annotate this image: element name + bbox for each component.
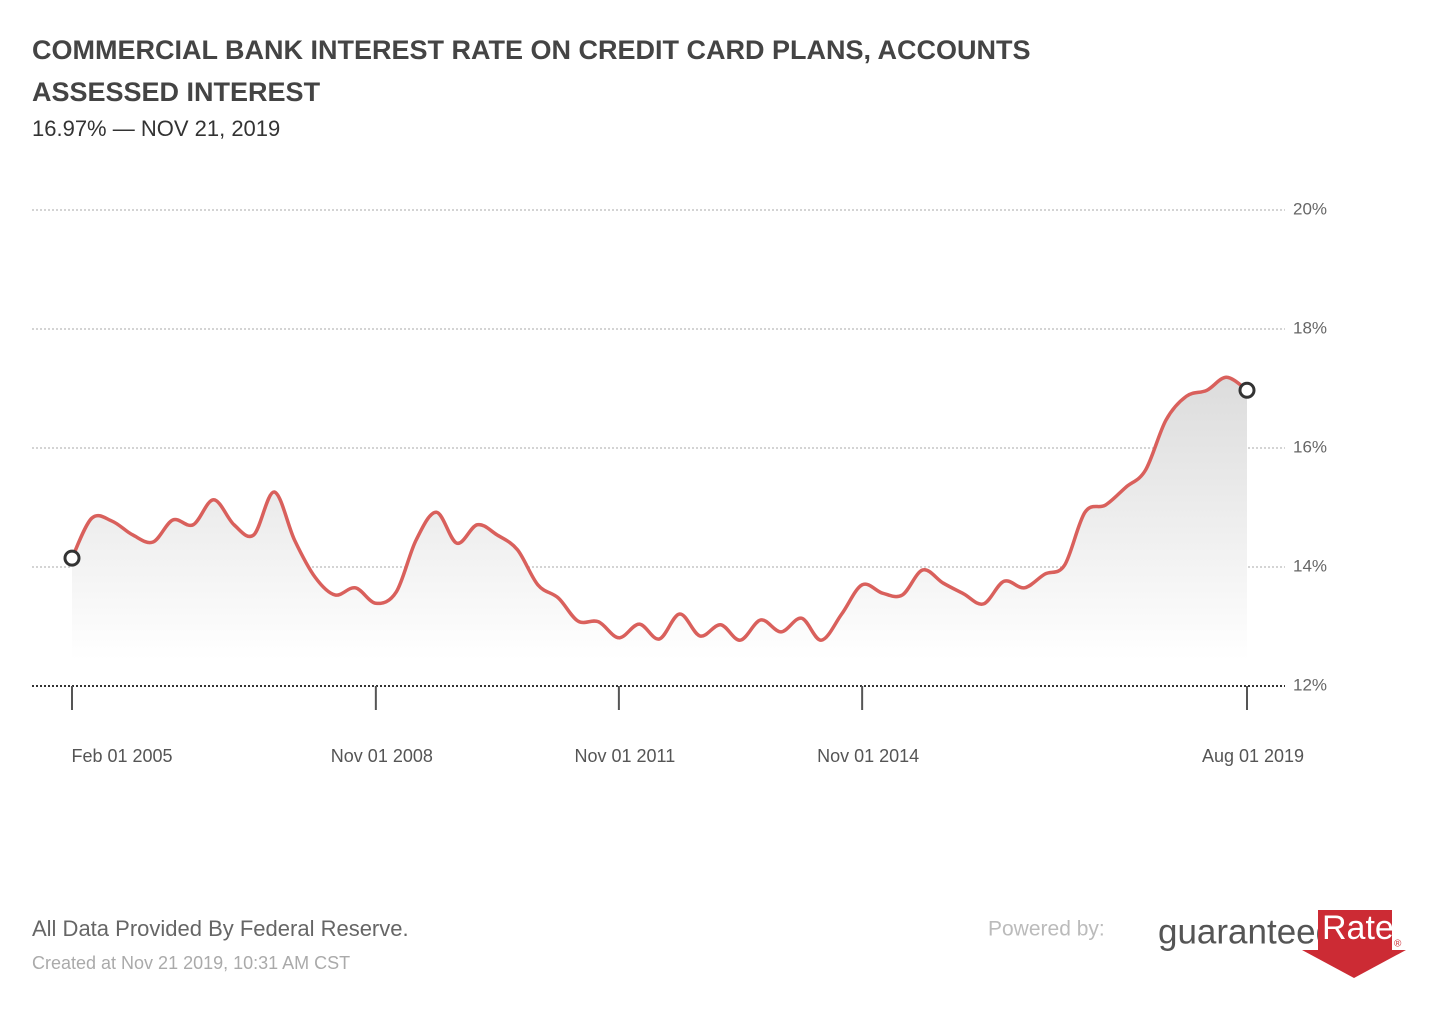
source-note: All Data Provided By Federal Reserve. bbox=[32, 916, 409, 941]
y-tick-label: 16% bbox=[1293, 437, 1327, 456]
powered-by: Powered by: bbox=[988, 918, 1105, 941]
created-note: Created at Nov 21 2019, 10:31 AM CST bbox=[32, 953, 350, 973]
logo-mark: ® bbox=[1394, 939, 1402, 950]
logo-box bbox=[1318, 910, 1392, 950]
x-tick-label: Nov 01 2014 bbox=[817, 746, 919, 766]
end-point bbox=[63, 549, 81, 567]
logo-arrow bbox=[1302, 950, 1406, 978]
x-tick-label: Nov 01 2011 bbox=[575, 746, 676, 766]
logo-text: Rate bbox=[1322, 909, 1394, 947]
line bbox=[70, 375, 1249, 642]
logo-text: guaranteed bbox=[1158, 912, 1335, 951]
x-tick-label: Nov 01 2008 bbox=[331, 746, 433, 766]
x-tick-label: Feb 01 2005 bbox=[71, 746, 172, 766]
x-tick-label: Aug 01 2019 bbox=[1202, 746, 1304, 766]
y-tick-label: 18% bbox=[1293, 318, 1327, 337]
chart-title: COMMERCIAL BANK INTEREST RATE ON CREDIT … bbox=[32, 35, 1031, 65]
y-tick-label: 20% bbox=[1293, 199, 1327, 218]
chart-subtitle: 16.97% — NOV 21, 2019 bbox=[32, 116, 280, 141]
end-point bbox=[1238, 381, 1256, 399]
plot: 12% 14% 16% 18% 20% Feb 01 2005 Nov 01 2008 Nov… bbox=[32, 199, 1327, 766]
area bbox=[72, 377, 1247, 660]
y-tick-label: 12% bbox=[1293, 675, 1327, 694]
y-tick-label: 14% bbox=[1293, 556, 1327, 575]
chart-title: ASSESSED INTEREST bbox=[32, 77, 321, 107]
